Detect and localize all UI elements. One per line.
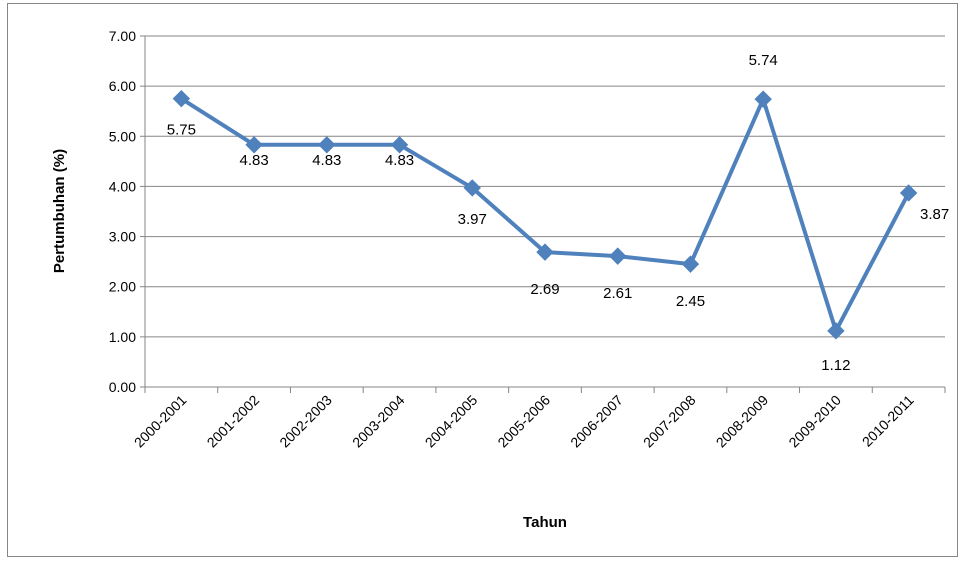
data-point-marker bbox=[390, 136, 409, 154]
x-tick-label: 2005-2006 bbox=[494, 392, 553, 451]
data-point-marker bbox=[536, 243, 554, 261]
x-tick-label: 2007-2008 bbox=[640, 392, 699, 451]
x-tick-label: 2008-2009 bbox=[713, 392, 772, 451]
y-tick-label: 7.00 bbox=[109, 28, 136, 44]
y-tick-label: 1.00 bbox=[109, 329, 136, 345]
y-tick-label: 4.00 bbox=[109, 178, 136, 194]
data-labels: 5.75 4.83 4.83 4.83 3.97 2.69 2.61 2.45 5.74 1.12… bbox=[167, 52, 949, 374]
x-tick-label: 2002-2003 bbox=[276, 392, 335, 451]
data-label: 2.61 bbox=[603, 285, 632, 302]
data-label: 4.83 bbox=[312, 152, 341, 169]
data-point-marker bbox=[245, 136, 263, 154]
data-label: 2.69 bbox=[530, 281, 559, 298]
chart-frame bbox=[7, 3, 958, 557]
data-label: 5.75 bbox=[167, 122, 196, 139]
y-tick-label: 5.00 bbox=[109, 128, 136, 144]
data-label: 3.97 bbox=[458, 211, 487, 228]
y-axis-title: Pertumbuhan (%) bbox=[51, 149, 68, 273]
data-label: 1.12 bbox=[821, 357, 850, 374]
data-point-marker bbox=[609, 247, 627, 265]
data-point-marker bbox=[754, 90, 772, 108]
x-tick-label: 2009-2010 bbox=[785, 392, 844, 451]
x-tick-label: 2004-2005 bbox=[422, 392, 481, 451]
data-label: 5.74 bbox=[749, 52, 778, 69]
data-label: 4.83 bbox=[239, 152, 268, 169]
data-point-marker bbox=[827, 322, 845, 340]
data-point-marker bbox=[172, 89, 191, 108]
x-tick-label: 2003-2004 bbox=[349, 392, 408, 451]
x-tick-label: 2006-2007 bbox=[567, 392, 626, 451]
x-tick-label: 2010-2011 bbox=[859, 392, 917, 450]
data-label: 2.45 bbox=[676, 293, 705, 310]
data-point-marker bbox=[681, 255, 700, 273]
data-label: 4.83 bbox=[385, 152, 414, 169]
x-axis-title: Tahun bbox=[523, 514, 567, 531]
y-tick-label: 6.00 bbox=[109, 78, 136, 94]
data-label: 3.87 bbox=[920, 206, 949, 223]
x-tick-label: 2000-2001 bbox=[131, 392, 190, 451]
axes: 0.00 1.00 2.00 3.00 4.00 5.00 6.00 7.00 2000-200… bbox=[109, 28, 946, 451]
x-tick-label: 2001-2002 bbox=[204, 392, 263, 451]
y-tick-label: 3.00 bbox=[109, 229, 136, 245]
series-markers bbox=[172, 89, 918, 340]
y-tick-label: 2.00 bbox=[109, 279, 136, 295]
gridlines bbox=[145, 35, 945, 338]
data-point-marker bbox=[463, 179, 481, 197]
data-point-marker bbox=[318, 136, 336, 154]
data-point-marker bbox=[899, 184, 918, 202]
y-tick-label: 0.00 bbox=[109, 379, 136, 395]
